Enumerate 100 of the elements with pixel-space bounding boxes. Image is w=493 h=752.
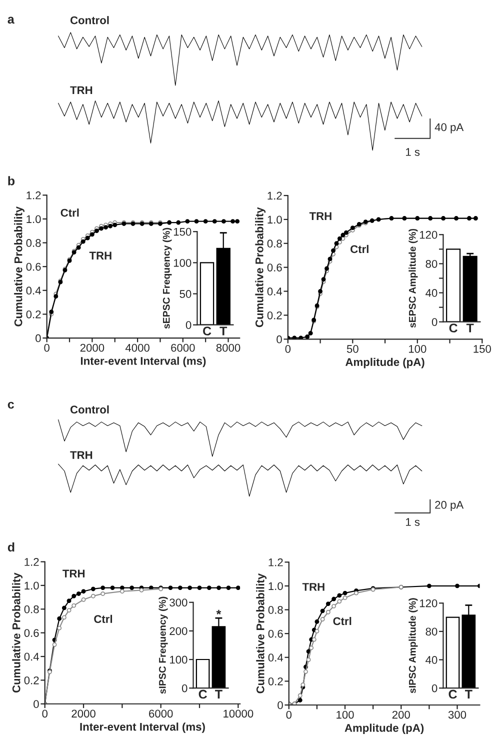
y-tick-label: 0.8 xyxy=(26,239,41,247)
x-tick-label: 100 xyxy=(408,345,426,353)
annotation: * xyxy=(216,610,222,614)
y-tick-label: 150 xyxy=(174,228,192,236)
y-tick-label: 40 xyxy=(426,289,438,297)
text: 1 s xyxy=(406,518,420,526)
y-tick-label: 0.4 xyxy=(268,654,284,662)
x-tick-label: 4000 xyxy=(125,344,150,352)
x-tick-label: T xyxy=(466,324,474,332)
y-tick-label: 0.2 xyxy=(268,677,283,686)
y-axis-title: sEPSC Amplitude (%) xyxy=(408,228,418,328)
series-label: Ctrl xyxy=(333,616,352,626)
x-tick-label: C xyxy=(203,326,212,336)
y-tick-label: 0.8 xyxy=(267,240,282,248)
text: 20 pA xyxy=(435,500,464,511)
x-tick-label: C xyxy=(198,690,207,699)
y-tick-label: 0 xyxy=(432,318,438,326)
y-tick-label: 1.2 xyxy=(26,191,41,200)
y-axis-title: sIPSC Frequency (%) xyxy=(158,596,168,694)
y-tick-label: 0.6 xyxy=(26,262,41,271)
series-label: Control xyxy=(70,405,109,414)
x-tick-label: 8000 xyxy=(216,344,240,352)
y-tick-label: 0 xyxy=(182,684,188,692)
y-axis-title: Cumulative Probability xyxy=(255,207,266,328)
series-label: TRH xyxy=(62,570,85,578)
chart-title: b xyxy=(8,176,15,186)
x-axis-title: Inter-event Interval (ms) xyxy=(80,356,206,368)
chart-title: a xyxy=(8,16,14,24)
x-tick-label: 0 xyxy=(42,710,48,718)
y-tick-label: 80 xyxy=(426,628,438,636)
x-tick-label: T xyxy=(464,690,472,699)
y-tick-label: 40 xyxy=(426,656,438,664)
x-tick-label: 100 xyxy=(336,710,354,719)
x-tick-label: 2000 xyxy=(72,710,96,718)
y-tick-label: 0 xyxy=(278,701,283,710)
x-axis-title: Inter-event Interval (ms) xyxy=(80,722,205,733)
x-tick-label: 300 xyxy=(448,710,466,719)
x-tick-label: 0 xyxy=(286,710,292,719)
x-tick-label: T xyxy=(220,326,228,336)
y-tick-label: 0.8 xyxy=(268,606,283,614)
series-label: Ctrl xyxy=(60,208,79,217)
x-tick-label: 6000 xyxy=(171,344,195,352)
y-tick-label: 100 xyxy=(174,258,192,267)
y-tick-label: 0.6 xyxy=(267,264,282,272)
x-tick-label: 2000 xyxy=(80,344,104,352)
y-tick-label: 0 xyxy=(34,700,39,708)
y-tick-label: 0.8 xyxy=(24,605,39,614)
series-label: TRH xyxy=(89,252,112,260)
y-tick-label: 0.4 xyxy=(26,286,41,295)
x-tick-label: 50 xyxy=(346,345,358,353)
x-tick-label: C xyxy=(448,690,457,699)
y-axis-title: Cumulative Probability xyxy=(14,206,24,326)
y-tick-label: 0.4 xyxy=(267,288,282,296)
series-label: TRH xyxy=(70,451,92,459)
y-tick-label: 1.0 xyxy=(268,582,283,590)
annotation: 1 s xyxy=(406,148,420,156)
text: 40 pA xyxy=(434,123,464,134)
y-tick-label: 120 xyxy=(420,599,438,608)
y-tick-label: 1.2 xyxy=(24,558,39,566)
y-axis-title: Cumulative Probability xyxy=(256,573,267,694)
y-tick-label: 1.0 xyxy=(24,582,39,590)
series-label: Ctrl xyxy=(350,244,368,254)
x-axis-title: Amplitude (pA) xyxy=(344,724,424,734)
y-tick-label: 1.0 xyxy=(26,215,41,224)
series-label: Ctrl xyxy=(94,614,112,623)
y-axis-title: Cumulative Probability xyxy=(12,572,22,693)
series-label: Control xyxy=(70,16,109,24)
y-tick-label: 0.2 xyxy=(267,311,282,320)
x-tick-label: 0 xyxy=(44,344,50,352)
y-tick-label: 0.6 xyxy=(268,630,283,638)
y-tick-label: 1.2 xyxy=(268,558,283,566)
x-tick-label: C xyxy=(449,324,458,332)
y-tick-label: 1.0 xyxy=(268,216,282,224)
y-tick-label: 0 xyxy=(432,684,438,692)
y-tick-label: 50 xyxy=(180,290,192,298)
y-tick-label: 120 xyxy=(420,230,438,239)
x-axis-title: Amplitude (pA) xyxy=(346,358,424,368)
y-tick-label: 0.2 xyxy=(24,676,39,684)
y-tick-label: 0 xyxy=(36,334,41,342)
y-tick-label: 0.4 xyxy=(24,652,39,661)
y-axis-title: sEPSC Frequency (%) xyxy=(162,228,172,329)
x-tick-label: T xyxy=(215,690,222,699)
y-tick-label: 1.2 xyxy=(268,192,282,200)
x-tick-label: 200 xyxy=(392,710,410,719)
chart-title: d xyxy=(8,542,14,552)
x-tick-label: 150 xyxy=(474,345,491,353)
x-tick-label: 6000 xyxy=(149,710,173,718)
y-axis-title: sIPSC Amplitude (%) xyxy=(408,598,418,694)
y-tick-label: 0 xyxy=(276,335,282,344)
x-tick-label: 0 xyxy=(285,345,291,353)
series-label: TRH xyxy=(302,583,324,591)
x-tick-label: 10000 xyxy=(224,710,254,718)
y-tick-label: 0.6 xyxy=(24,629,39,637)
series-label: TRH xyxy=(309,212,332,220)
y-tick-label: 80 xyxy=(426,260,438,268)
series-label: TRH xyxy=(70,86,92,94)
y-tick-label: 100 xyxy=(170,656,188,664)
y-tick-label: 0.2 xyxy=(26,310,41,318)
y-tick-label: 300 xyxy=(170,598,188,606)
y-tick-label: 200 xyxy=(170,627,188,636)
